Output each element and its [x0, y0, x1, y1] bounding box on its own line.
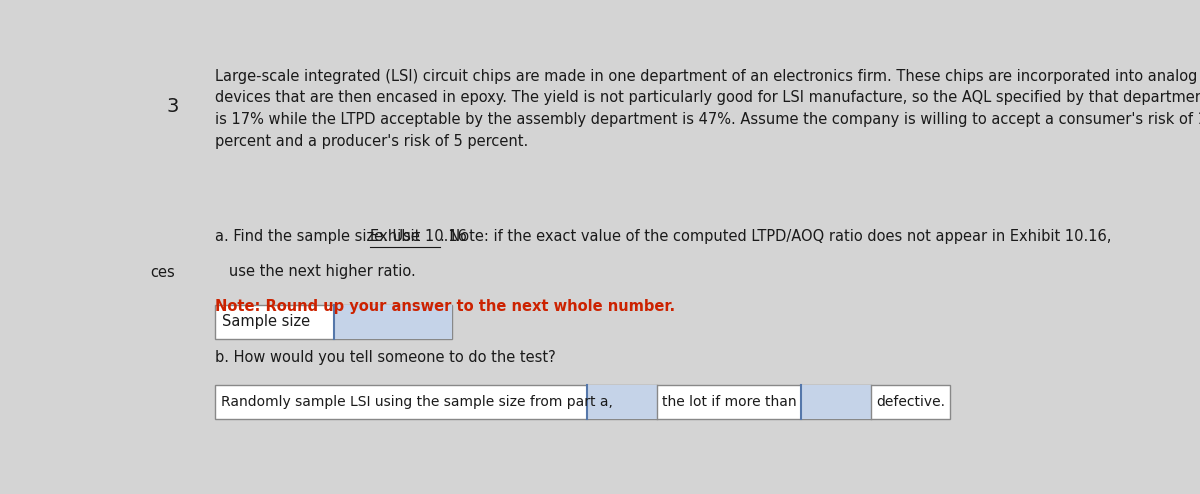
Text: a. Find the sample size. Use: a. Find the sample size. Use — [215, 229, 425, 244]
Text: defective.: defective. — [876, 395, 946, 409]
Bar — [587, 384, 656, 419]
Text: Exhibit 10.16: Exhibit 10.16 — [370, 229, 467, 244]
Text: b. How would you tell someone to do the test?: b. How would you tell someone to do the … — [215, 350, 556, 365]
Text: Note: Round up your answer to the next whole number.: Note: Round up your answer to the next w… — [215, 299, 676, 314]
Bar — [802, 384, 871, 419]
Bar — [334, 305, 452, 339]
Text: Randomly sample LSI using the sample size from part a,: Randomly sample LSI using the sample siz… — [221, 395, 612, 409]
Text: use the next higher ratio.: use the next higher ratio. — [215, 263, 416, 279]
Text: 3: 3 — [167, 97, 179, 116]
Bar — [215, 384, 950, 419]
Text: Large-scale integrated (LSI) circuit chips are made in one department of an elec: Large-scale integrated (LSI) circuit chi… — [215, 69, 1200, 149]
Text: Sample size: Sample size — [222, 314, 310, 329]
Text: the lot if more than: the lot if more than — [662, 395, 797, 409]
Bar — [215, 305, 452, 339]
Text: ces: ces — [150, 265, 175, 280]
Text: . Note: if the exact value of the computed LTPD/AOQ ratio does not appear in Exh: . Note: if the exact value of the comput… — [439, 229, 1111, 244]
